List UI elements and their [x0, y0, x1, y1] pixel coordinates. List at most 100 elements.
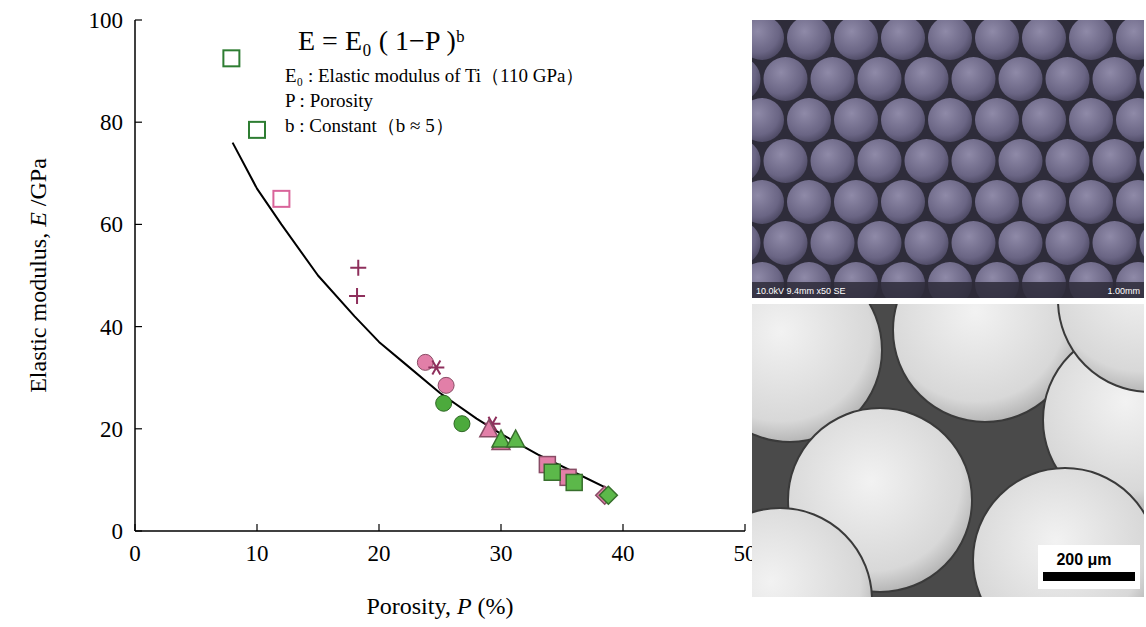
y-tick: [135, 19, 142, 20]
sphere: [952, 139, 996, 183]
point-series: [436, 395, 470, 431]
sphere: [975, 98, 1019, 142]
sphere: [881, 180, 925, 224]
point: [223, 50, 239, 66]
scale-box: [1038, 545, 1140, 589]
x-tick-label: 40: [612, 541, 635, 566]
scale-bar: [1043, 572, 1135, 581]
info-bar: [752, 282, 1144, 298]
sphere: [764, 57, 808, 101]
sphere: [752, 221, 761, 265]
sphere: [834, 180, 878, 224]
y-tick-label: 40: [100, 315, 123, 340]
marks: [223, 50, 617, 504]
y-axis-title: Elastic modulus, E /GPa: [25, 158, 51, 393]
sphere: [1022, 20, 1066, 60]
sphere: [1093, 139, 1137, 183]
sphere: [752, 57, 761, 101]
sphere: [1140, 221, 1145, 265]
sphere: [928, 98, 972, 142]
point-series: [492, 430, 525, 447]
sphere: [1046, 57, 1090, 101]
point: [507, 430, 525, 447]
sphere: [905, 57, 949, 101]
sphere: [905, 139, 949, 183]
sphere: [834, 20, 878, 60]
point-series: [417, 354, 454, 393]
sphere: [881, 98, 925, 142]
x-tick: [622, 524, 623, 531]
x-tick-label: 20: [368, 541, 391, 566]
annotation: E₀ : Elastic modulus of Ti（110 GPa）: [285, 65, 584, 86]
y-tick: [135, 530, 142, 531]
point: [480, 420, 498, 437]
point: [438, 377, 454, 393]
x-tick: [378, 524, 379, 531]
sphere: [1046, 139, 1090, 183]
sphere: [752, 508, 872, 597]
point: [436, 395, 452, 411]
sphere: [999, 57, 1043, 101]
sphere: [1069, 20, 1113, 60]
sphere: [999, 221, 1043, 265]
point-series: [599, 486, 617, 504]
sphere: [973, 468, 1144, 597]
x-tick: [134, 524, 135, 531]
y-tick: [135, 224, 142, 225]
annotation: E = E₀ ( 1−P )ᵇ: [298, 25, 465, 56]
sphere: [1069, 180, 1113, 224]
point: [349, 288, 365, 304]
sphere: [1022, 98, 1066, 142]
x-axis: [135, 530, 745, 532]
y-tick-label: 0: [112, 519, 124, 544]
sphere: [858, 221, 902, 265]
image-background: [752, 20, 1144, 298]
y-tick-label: 80: [100, 110, 123, 135]
point-series: [273, 191, 289, 207]
y-tick: [135, 122, 142, 123]
x-tick: [744, 524, 745, 531]
y-tick-label: 20: [100, 417, 123, 442]
x-tick-label: 10: [246, 541, 269, 566]
point-series: [544, 464, 582, 490]
sphere: [834, 98, 878, 142]
sphere: [764, 139, 808, 183]
sphere: [1140, 57, 1145, 101]
sphere: [1116, 98, 1144, 142]
image-info: 10.0kV 9.4mm x50 SE: [756, 286, 846, 296]
sphere: [1022, 180, 1066, 224]
annotation: P : Porosity: [285, 90, 373, 111]
sphere: [787, 180, 831, 224]
sphere: [752, 98, 784, 142]
sphere: [811, 57, 855, 101]
point: [544, 464, 560, 480]
fit-curve: [233, 143, 611, 490]
sphere: [764, 221, 808, 265]
x-axis-title: Porosity, P (%): [366, 593, 513, 619]
x-tick-label: 0: [129, 541, 141, 566]
scale-label: 200 μm: [1056, 551, 1111, 568]
page: 01020304050020406080100Porosity, P (%)El…: [0, 0, 1146, 627]
sphere: [905, 221, 949, 265]
sphere: [787, 20, 831, 60]
point: [454, 416, 470, 432]
point: [428, 361, 444, 375]
y-tick-label: 100: [89, 8, 124, 33]
point: [350, 260, 366, 276]
sphere: [1116, 180, 1144, 224]
sphere: [787, 98, 831, 142]
sphere: [928, 180, 972, 224]
point-series: [223, 50, 265, 138]
sem-image-bottom: [752, 304, 1144, 597]
sphere: [752, 20, 784, 60]
sphere: [752, 139, 761, 183]
point: [566, 474, 582, 490]
point: [249, 122, 265, 138]
x-tick: [500, 524, 501, 531]
sphere: [1058, 304, 1144, 392]
sphere: [811, 221, 855, 265]
image-info: 1.00mm: [1107, 286, 1140, 296]
sphere: [858, 139, 902, 183]
point: [273, 191, 289, 207]
sphere: [1046, 221, 1090, 265]
